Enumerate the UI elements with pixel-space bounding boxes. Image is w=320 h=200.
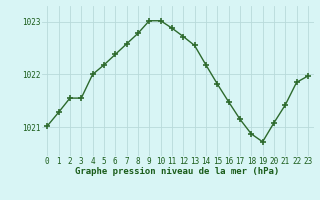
X-axis label: Graphe pression niveau de la mer (hPa): Graphe pression niveau de la mer (hPa) [76, 167, 280, 176]
